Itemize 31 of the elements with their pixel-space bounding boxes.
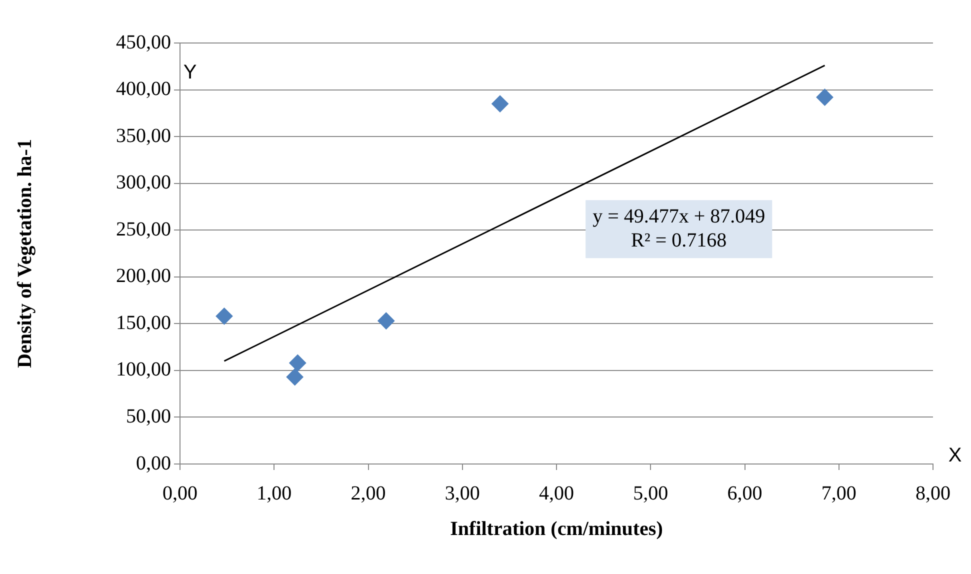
y-tick-label: 300,00 [116, 172, 171, 194]
x-tick-label: 1,00 [256, 482, 292, 504]
y-tick-label: 150,00 [116, 312, 171, 334]
y-tick-label: 50,00 [126, 405, 171, 428]
annotation: y = 49.477x + 87.049 [592, 205, 766, 228]
y-tick-label: 250,00 [116, 218, 171, 240]
annotation: R² = 0.7168 [631, 229, 727, 252]
annotation: Y [183, 61, 197, 84]
text: X [948, 444, 962, 467]
x-tick-label: 2,00 [350, 482, 386, 504]
x-tick-label: 3,00 [444, 482, 480, 504]
y-tick-label: 400,00 [116, 78, 171, 100]
point [816, 88, 834, 106]
x-tick-label: 6,00 [727, 482, 762, 504]
y-tick-label: 200,00 [116, 265, 171, 288]
point [492, 95, 509, 112]
y-tick-label: 350,00 [116, 124, 171, 147]
x-tick-label: 0,00 [162, 482, 198, 504]
x-tick-label: 4,00 [539, 482, 574, 504]
point [216, 308, 233, 325]
point [286, 368, 304, 386]
y-axis-title: Density of Vegetation. ha-1 [14, 139, 36, 368]
y-tick-label: 450,00 [116, 31, 171, 54]
x-axis-title: Infiltration (cm/minutes) [450, 518, 663, 540]
y-tick-label: 0,00 [136, 452, 171, 474]
point [289, 354, 306, 372]
x-tick-label: 5,00 [633, 482, 668, 504]
x-tick-label: 8,00 [916, 482, 950, 504]
y-tick-label: 100,00 [116, 358, 171, 381]
x-tick-label: 7,00 [821, 482, 856, 504]
point [378, 312, 395, 330]
